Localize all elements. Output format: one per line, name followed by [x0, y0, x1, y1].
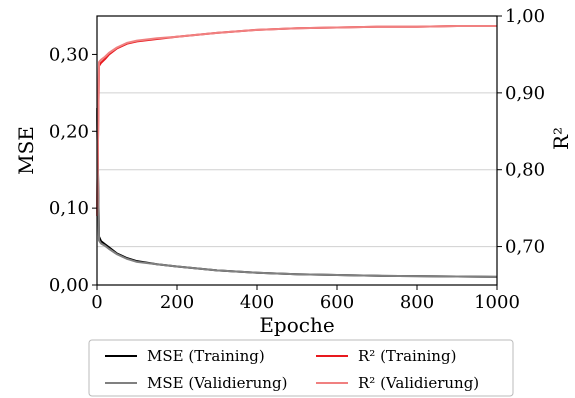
y-left-tick-label-2: 0,20 [49, 121, 89, 142]
y-right-tick-label-1: 0,80 [505, 160, 545, 181]
y-right-tick-label-2: 0,90 [505, 83, 545, 104]
x-tick-label-5: 1000 [474, 292, 520, 313]
x-axis-label: Epoche [259, 313, 334, 337]
ticks: 0 200 400 600 800 1000 0,00 0,10 0,20 0,30 0,70 0,8… [49, 6, 545, 313]
legend: MSE (Training) MSE (Validierung) R² (Train… [88, 339, 514, 397]
x-tick-label-0: 0 [91, 292, 102, 313]
x-tick-label-2: 400 [240, 292, 274, 313]
y-left-tick-label-3: 0,30 [49, 44, 89, 65]
legend-label-0: MSE (Training) [147, 347, 265, 365]
series-lines [96, 24, 498, 278]
y-axis-right-label: R² [549, 127, 573, 150]
series-line-2 [96, 24, 497, 216]
y-left-tick-label-1: 0,10 [49, 198, 89, 219]
x-tick-label-3: 600 [320, 292, 354, 313]
series-line-1 [96, 108, 498, 278]
series-line-3 [96, 24, 497, 216]
legend-box [88, 339, 514, 397]
legend-label-3: R² (Validierung) [358, 374, 479, 392]
grid-lines [97, 15, 497, 248]
legend-label-1: MSE (Validierung) [147, 374, 287, 392]
legend-label-2: R² (Training) [358, 347, 456, 365]
y-left-tick-label-0: 0,00 [49, 275, 89, 296]
series-line-0 [96, 108, 498, 278]
y-right-tick-label-0: 0,70 [505, 237, 545, 258]
plot-frame [96, 15, 498, 286]
x-tick-label-1: 200 [160, 292, 194, 313]
x-tick-label-4: 800 [400, 292, 434, 313]
y-axis-left-label: MSE [14, 126, 38, 175]
y-right-tick-label-3: 1,00 [505, 6, 545, 27]
